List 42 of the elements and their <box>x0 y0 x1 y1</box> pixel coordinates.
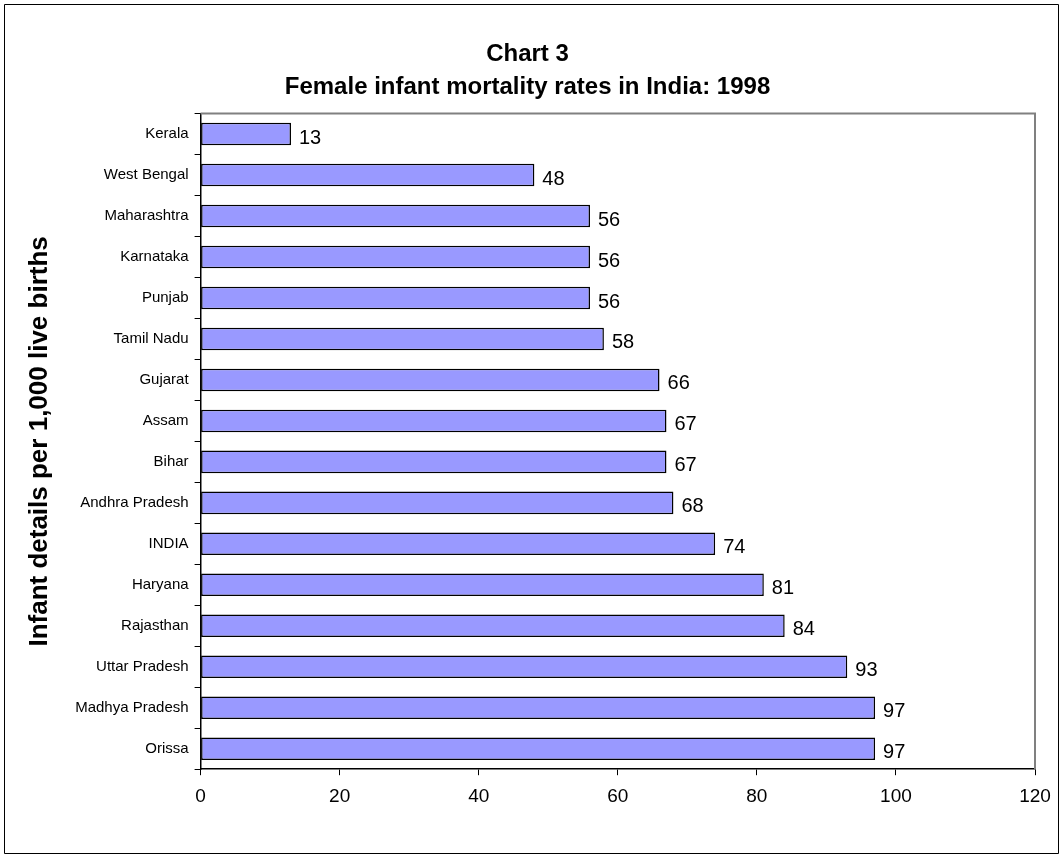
data-label: 84 <box>792 617 815 640</box>
data-label: 56 <box>597 289 621 312</box>
y-tick-label: Bihar <box>153 452 189 470</box>
y-tick-label: Punjab <box>141 288 189 306</box>
data-label: 93 <box>855 658 878 681</box>
y-tick-label: Haryana <box>131 574 190 592</box>
data-label: 81 <box>771 576 795 599</box>
data-label: 67 <box>674 412 697 435</box>
y-tick-label: INDIA <box>148 533 189 551</box>
y-tick-label: Andhra Pradesh <box>80 493 189 510</box>
data-label: 48 <box>542 166 565 189</box>
y-tick-label: Gujarat <box>139 370 190 388</box>
data-label: 13 <box>298 125 322 148</box>
data-label: 74 <box>723 535 746 558</box>
x-tick-label: 60 <box>607 784 629 806</box>
y-tick-label: Assam <box>142 411 189 429</box>
chart-title: Chart 3 <box>486 39 569 67</box>
data-label: 58 <box>611 330 635 353</box>
x-tick-label: 120 <box>1019 784 1051 806</box>
x-tick-label: 80 <box>746 784 768 806</box>
x-tick-label: 40 <box>468 784 490 806</box>
data-label: 97 <box>883 740 906 763</box>
y-tick-label: Orissa <box>145 738 190 756</box>
y-tick-label: Rajasthan <box>121 615 189 633</box>
y-tick-label: West Bengal <box>103 165 189 183</box>
data-label: 97 <box>883 699 906 722</box>
data-label: 56 <box>597 248 621 271</box>
y-tick-label: Uttar Pradesh <box>96 656 189 674</box>
data-label: 66 <box>667 371 690 394</box>
y-tick-label: Karnataka <box>120 247 190 265</box>
chart-subtitle: Female infant mortality rates in India: 1998 <box>284 71 771 99</box>
data-label: 67 <box>674 453 697 476</box>
x-tick-label: 0 <box>195 784 206 806</box>
x-tick-label: 100 <box>880 784 912 806</box>
y-tick-label: Maharashtra <box>104 206 190 224</box>
data-label: 56 <box>597 207 621 230</box>
y-tick-label: Kerala <box>145 124 190 142</box>
y-tick-label: Tamil Nadu <box>113 329 189 347</box>
x-tick-label: 20 <box>329 784 351 806</box>
data-label: 68 <box>681 494 704 517</box>
y-tick-label: Madhya Pradesh <box>75 697 189 715</box>
y-axis-title: Infant details per 1,000 live births <box>22 236 53 647</box>
